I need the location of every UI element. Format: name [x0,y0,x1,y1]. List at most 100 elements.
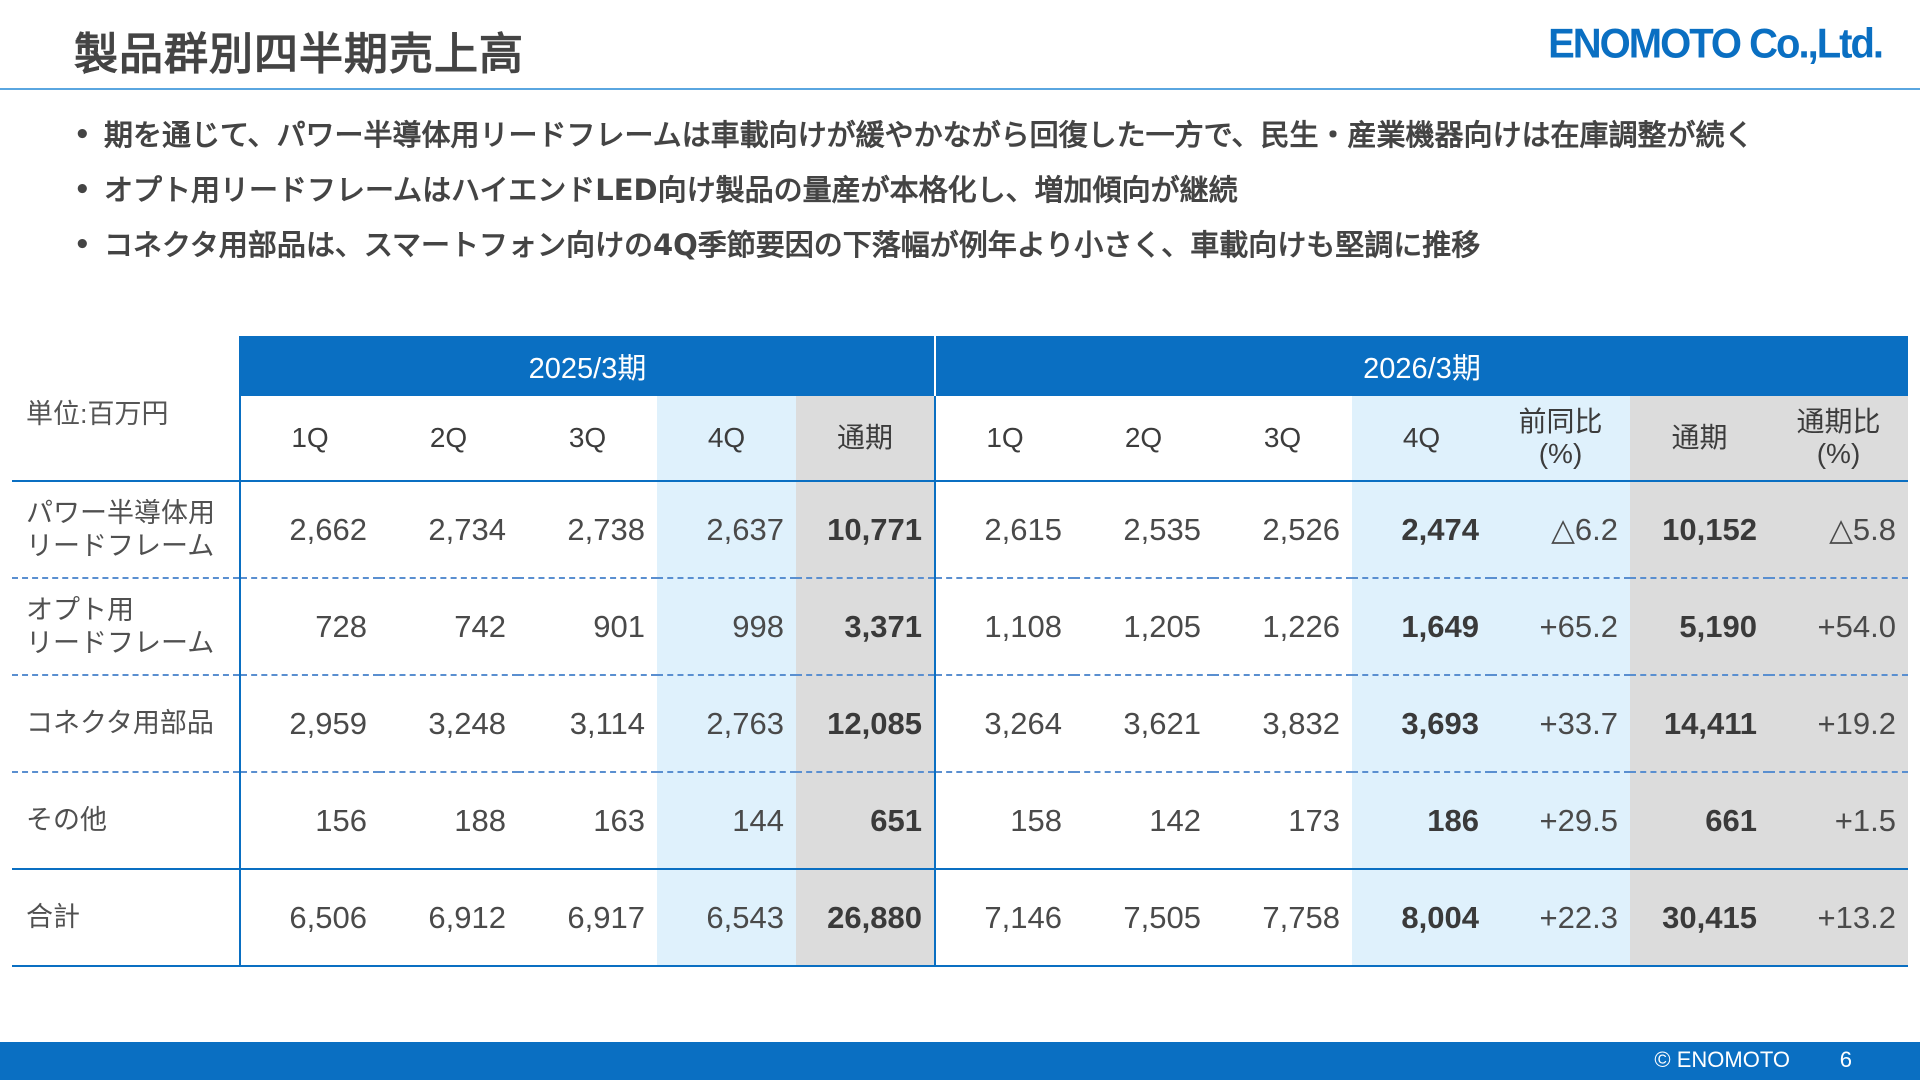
cell-value: 12,085 [796,675,935,773]
bullet-item: • 期を通じて、パワー半導体用リードフレームは車載向けが緩やかながら回復した一方で… [70,108,1754,163]
footer-bar: © ENOMOTO 6 [0,1042,1920,1080]
cell-value: 7,758 [1213,869,1352,967]
copyright-text: © ENOMOTO [1654,1047,1790,1072]
cell-value: 6,506 [239,869,379,967]
col-header-1q: 1Q [934,396,1074,482]
cell-value: 26,880 [796,869,935,967]
cell-value: +65.2 [1491,578,1630,676]
cell-value: 651 [796,772,935,870]
cell-value: 2,959 [239,675,379,773]
row-label: コネクタ用部品 [12,675,240,773]
col-header-3q: 3Q [1213,396,1352,482]
header: 製品群別四半期売上高 ENOMOTO Co.,Ltd. [0,0,1920,90]
cell-value: 142 [1074,772,1213,870]
cell-value: 3,114 [518,675,657,773]
company-logo: ENOMOTO Co.,Ltd. [1548,20,1884,68]
bullet-item: • コネクタ用部品は、スマートフォン向けの4Q季節要因の下落幅が例年より小さく、車… [70,218,1754,273]
cell-value: 3,371 [796,578,935,676]
cell-value: 2,734 [379,481,518,579]
cell-value: 728 [239,578,379,676]
col-header-1q: 1Q [239,396,379,482]
cell-value: 144 [657,772,796,870]
col-header-4q: 4Q [657,396,796,482]
cell-value: 8,004 [1352,869,1491,967]
header-divider [0,88,1920,90]
table-row: その他 156 188 163 144 651 158 142 173 186 … [12,772,1908,870]
row-label: 合計 [12,869,240,967]
cell-value: 2,738 [518,481,657,579]
table-row: オプト用 リードフレーム 728 742 901 998 3,371 1,108 … [12,578,1908,676]
cell-value: 3,832 [1213,675,1352,773]
cell-value: 901 [518,578,657,676]
cell-value: 3,248 [379,675,518,773]
table-row-total: 合計 6,506 6,912 6,917 6,543 26,880 7,146 … [12,869,1908,967]
cell-value: 2,474 [1352,481,1491,579]
cell-value: 186 [1352,772,1491,870]
cell-value: 7,146 [934,869,1074,967]
cell-value: 3,621 [1074,675,1213,773]
cell-value: 2,763 [657,675,796,773]
cell-value: 158 [934,772,1074,870]
cell-value: 3,264 [934,675,1074,773]
summary-bullets: • 期を通じて、パワー半導体用リードフレームは車載向けが緩やかながら回復した一方で… [70,108,1754,273]
cell-value: 6,543 [657,869,796,967]
cell-value: 7,505 [1074,869,1213,967]
cell-value: +33.7 [1491,675,1630,773]
cell-value: +19.2 [1769,675,1908,773]
row-label: オプト用 リードフレーム [12,578,240,676]
row-label: その他 [12,772,240,870]
col-header-full-year: 通期 [1630,396,1769,482]
cell-value: 10,152 [1630,481,1769,579]
cell-value: 188 [379,772,518,870]
cell-value: 173 [1213,772,1352,870]
cell-value: 163 [518,772,657,870]
unit-label: 単位:百万円 [12,336,240,482]
page-number: 6 [1839,1047,1852,1072]
col-header-2q: 2Q [1074,396,1213,482]
col-header-4q: 4Q [1352,396,1491,482]
period-header-prev: 2025/3期 [239,336,935,396]
col-header-full-year: 通期 [796,396,935,482]
cell-value: +54.0 [1769,578,1908,676]
period-header-curr: 2026/3期 [934,336,1908,396]
row-label: パワー半導体用 リードフレーム [12,481,240,579]
table-row: コネクタ用部品 2,959 3,248 3,114 2,763 12,085 3… [12,675,1908,773]
cell-value: 2,662 [239,481,379,579]
cell-value: 14,411 [1630,675,1769,773]
cell-value: 2,615 [934,481,1074,579]
col-header-fy-ratio: 通期比 (%) [1769,396,1908,482]
cell-value: 1,108 [934,578,1074,676]
cell-value: 2,535 [1074,481,1213,579]
cell-value: +29.5 [1491,772,1630,870]
cell-value: 742 [379,578,518,676]
cell-value: +13.2 [1769,869,1908,967]
col-header-2q: 2Q [379,396,518,482]
cell-value: 6,912 [379,869,518,967]
col-header-3q: 3Q [518,396,657,482]
cell-value: 156 [239,772,379,870]
cell-value: 1,226 [1213,578,1352,676]
cell-value: △5.8 [1769,481,1908,579]
cell-value: 5,190 [1630,578,1769,676]
bullet-dot-icon: • [74,120,91,150]
cell-value: 2,526 [1213,481,1352,579]
col-header-yoy: 前同比 (%) [1491,396,1630,482]
table-row: パワー半導体用 リードフレーム 2,662 2,734 2,738 2,637 1… [12,481,1908,579]
cell-value: 998 [657,578,796,676]
cell-value: 10,771 [796,481,935,579]
cell-value: 661 [1630,772,1769,870]
cell-value: +1.5 [1769,772,1908,870]
bullet-item: • オプト用リードフレームはハイエンドLED向け製品の量産が本格化し、増加傾向が継… [70,163,1754,218]
cell-value: 6,917 [518,869,657,967]
sales-table: 単位:百万円 2025/3期 2026/3期 1Q 2Q 3Q 4Q 通期 1Q… [12,336,1908,967]
cell-value: 2,637 [657,481,796,579]
cell-value: 1,649 [1352,578,1491,676]
cell-value: △6.2 [1491,481,1630,579]
bullet-dot-icon: • [74,175,91,205]
bullet-dot-icon: • [74,230,91,260]
cell-value: 1,205 [1074,578,1213,676]
cell-value: 30,415 [1630,869,1769,967]
cell-value: +22.3 [1491,869,1630,967]
page-title: 製品群別四半期売上高 [74,29,524,80]
cell-value: 3,693 [1352,675,1491,773]
